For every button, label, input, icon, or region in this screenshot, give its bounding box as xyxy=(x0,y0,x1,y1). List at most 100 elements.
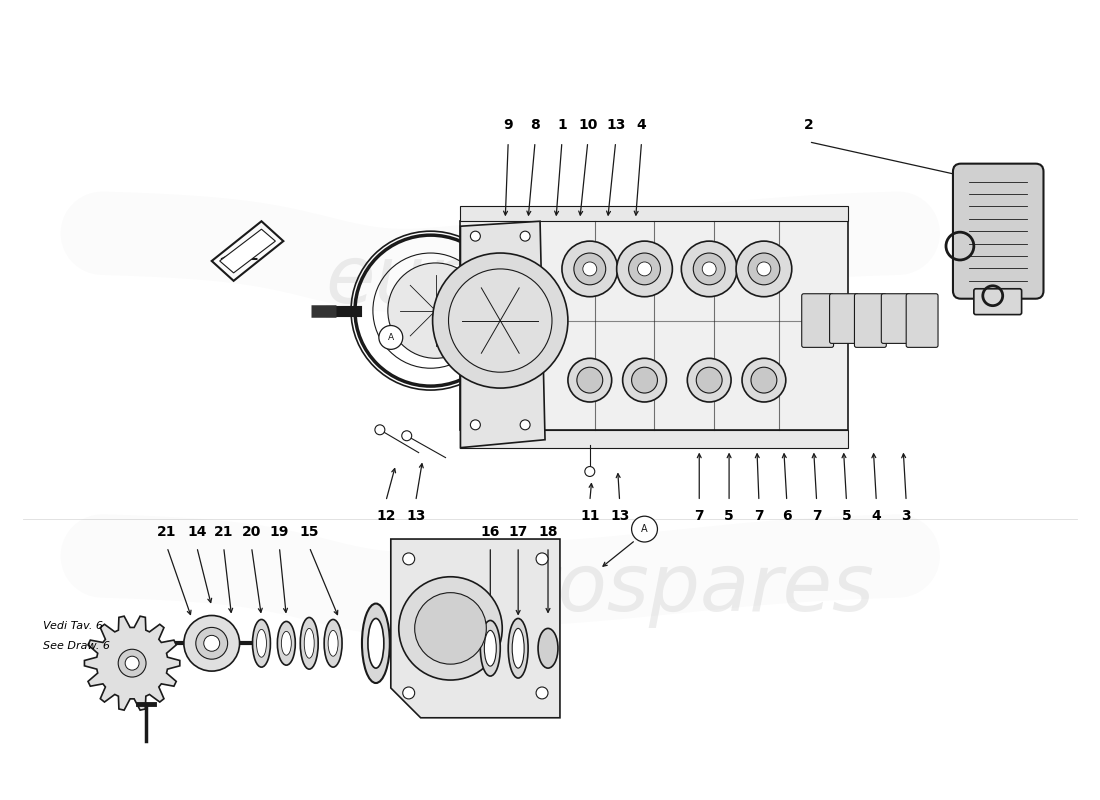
Polygon shape xyxy=(461,222,544,448)
Circle shape xyxy=(681,241,737,297)
Polygon shape xyxy=(220,229,275,273)
Text: 13: 13 xyxy=(606,118,626,132)
Circle shape xyxy=(748,253,780,285)
Text: 13: 13 xyxy=(610,510,629,523)
Ellipse shape xyxy=(253,619,271,667)
Circle shape xyxy=(631,367,658,393)
Circle shape xyxy=(471,231,481,241)
Ellipse shape xyxy=(324,619,342,667)
Ellipse shape xyxy=(362,603,389,683)
Text: 12: 12 xyxy=(376,510,396,523)
Circle shape xyxy=(736,241,792,297)
Text: 6: 6 xyxy=(782,510,792,523)
Ellipse shape xyxy=(367,618,384,668)
Text: 8: 8 xyxy=(530,118,540,132)
Text: A: A xyxy=(387,333,394,342)
FancyBboxPatch shape xyxy=(953,164,1044,298)
Circle shape xyxy=(696,367,722,393)
Text: eurospares: eurospares xyxy=(425,550,874,628)
Text: 18: 18 xyxy=(538,525,558,539)
Circle shape xyxy=(415,593,486,664)
Circle shape xyxy=(520,420,530,430)
Circle shape xyxy=(402,430,411,441)
Circle shape xyxy=(388,263,483,358)
Circle shape xyxy=(536,553,548,565)
Text: 4: 4 xyxy=(637,118,647,132)
Text: eurospares: eurospares xyxy=(324,242,776,320)
Ellipse shape xyxy=(513,629,524,668)
Circle shape xyxy=(562,241,618,297)
Text: 14: 14 xyxy=(187,525,207,539)
Ellipse shape xyxy=(484,630,496,666)
Circle shape xyxy=(583,262,597,276)
Circle shape xyxy=(702,262,716,276)
Circle shape xyxy=(125,656,139,670)
Text: 7: 7 xyxy=(812,510,822,523)
Ellipse shape xyxy=(305,629,315,658)
Text: 7: 7 xyxy=(755,510,763,523)
Ellipse shape xyxy=(481,621,500,676)
Circle shape xyxy=(688,358,732,402)
Circle shape xyxy=(693,253,725,285)
FancyBboxPatch shape xyxy=(461,222,848,430)
Circle shape xyxy=(617,241,672,297)
FancyBboxPatch shape xyxy=(881,294,910,343)
Circle shape xyxy=(638,262,651,276)
Circle shape xyxy=(628,253,660,285)
Text: 17: 17 xyxy=(508,525,528,539)
Circle shape xyxy=(574,253,606,285)
Circle shape xyxy=(118,650,146,677)
FancyBboxPatch shape xyxy=(461,430,848,448)
Circle shape xyxy=(403,687,415,699)
Text: 3: 3 xyxy=(901,510,911,523)
Text: 20: 20 xyxy=(242,525,261,539)
Text: 19: 19 xyxy=(270,525,289,539)
Circle shape xyxy=(471,420,481,430)
Text: 16: 16 xyxy=(481,525,500,539)
Circle shape xyxy=(751,367,777,393)
Ellipse shape xyxy=(300,618,318,669)
FancyBboxPatch shape xyxy=(802,294,834,347)
FancyBboxPatch shape xyxy=(906,294,938,347)
Polygon shape xyxy=(390,539,560,718)
Text: 10: 10 xyxy=(579,118,597,132)
Circle shape xyxy=(585,466,595,477)
Text: 4: 4 xyxy=(871,510,881,523)
Ellipse shape xyxy=(282,631,292,655)
FancyBboxPatch shape xyxy=(829,294,858,343)
Text: 11: 11 xyxy=(580,510,600,523)
FancyBboxPatch shape xyxy=(461,206,848,222)
Circle shape xyxy=(196,627,228,659)
Text: 21: 21 xyxy=(157,525,177,539)
Circle shape xyxy=(757,262,771,276)
Ellipse shape xyxy=(256,630,266,658)
Text: 5: 5 xyxy=(724,510,734,523)
Circle shape xyxy=(403,553,415,565)
Circle shape xyxy=(399,577,503,680)
Text: Vedi Tav. 6: Vedi Tav. 6 xyxy=(43,622,102,631)
Text: 2: 2 xyxy=(804,118,814,132)
Circle shape xyxy=(432,253,568,388)
Text: 21: 21 xyxy=(213,525,233,539)
Text: 7: 7 xyxy=(694,510,704,523)
Ellipse shape xyxy=(508,618,528,678)
Circle shape xyxy=(576,367,603,393)
FancyBboxPatch shape xyxy=(974,289,1022,314)
Text: A: A xyxy=(641,524,648,534)
Circle shape xyxy=(204,635,220,651)
Circle shape xyxy=(536,687,548,699)
Circle shape xyxy=(568,358,612,402)
Circle shape xyxy=(520,231,530,241)
Circle shape xyxy=(375,425,385,434)
Ellipse shape xyxy=(538,629,558,668)
Polygon shape xyxy=(85,616,179,710)
Ellipse shape xyxy=(277,622,295,665)
Circle shape xyxy=(623,358,667,402)
Text: 5: 5 xyxy=(842,510,851,523)
Circle shape xyxy=(449,269,552,372)
Circle shape xyxy=(631,516,658,542)
Circle shape xyxy=(378,326,403,350)
Text: 1: 1 xyxy=(557,118,566,132)
Circle shape xyxy=(184,615,240,671)
Text: 15: 15 xyxy=(299,525,319,539)
